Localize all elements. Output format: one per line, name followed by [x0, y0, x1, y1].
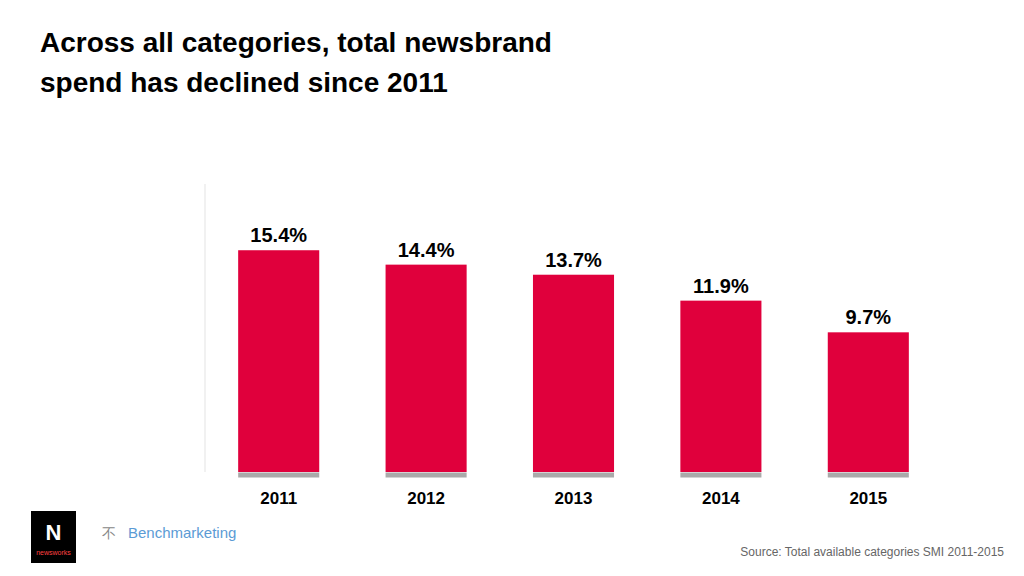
category-label: 2014	[702, 489, 740, 508]
bar-separator	[828, 473, 909, 478]
axis-line	[205, 184, 206, 472]
category-label: 2015	[849, 489, 887, 508]
logo-box	[31, 511, 76, 563]
bar	[533, 275, 614, 472]
data-label: 15.4%	[250, 224, 307, 246]
title-line: Across all categories, total newsbrand	[40, 27, 552, 58]
brand-icon: 不	[102, 525, 116, 541]
bar-separator	[680, 473, 761, 478]
category-labels: 2011 2012 2013 2014 2015	[260, 489, 887, 508]
source-note: Source: Total available categories SMI 2…	[740, 545, 1004, 559]
bars	[238, 250, 909, 472]
brand-name: Benchmarketing	[128, 524, 236, 541]
category-label: 2012	[407, 489, 445, 508]
bar	[238, 250, 319, 472]
data-label: 13.7%	[545, 249, 602, 271]
data-label: 14.4%	[398, 239, 455, 261]
bar	[828, 332, 909, 472]
background	[0, 0, 1024, 576]
title-line: spend has declined since 2011	[40, 67, 448, 98]
chart-svg: Across all categories, total newsbrand sp…	[0, 0, 1024, 576]
bar-separator	[386, 473, 467, 478]
bar-separator	[238, 473, 319, 478]
category-label: 2011	[260, 489, 297, 508]
separators	[238, 475, 909, 476]
bar	[680, 301, 761, 472]
logo-word: newsworks	[36, 549, 71, 556]
bar	[386, 265, 467, 472]
data-label: 11.9%	[693, 275, 749, 297]
data-labels: 15.4% 14.4% 13.7% 11.9% 9.7%	[250, 224, 891, 328]
title: Across all categories, total newsbrand sp…	[40, 27, 552, 98]
category-label: 2013	[555, 489, 593, 508]
bar-separator	[533, 473, 614, 478]
data-label: 9.7%	[846, 306, 892, 328]
chart-container: Across all categories, total newsbrand sp…	[0, 0, 1024, 576]
logo-letter: N	[46, 520, 62, 545]
